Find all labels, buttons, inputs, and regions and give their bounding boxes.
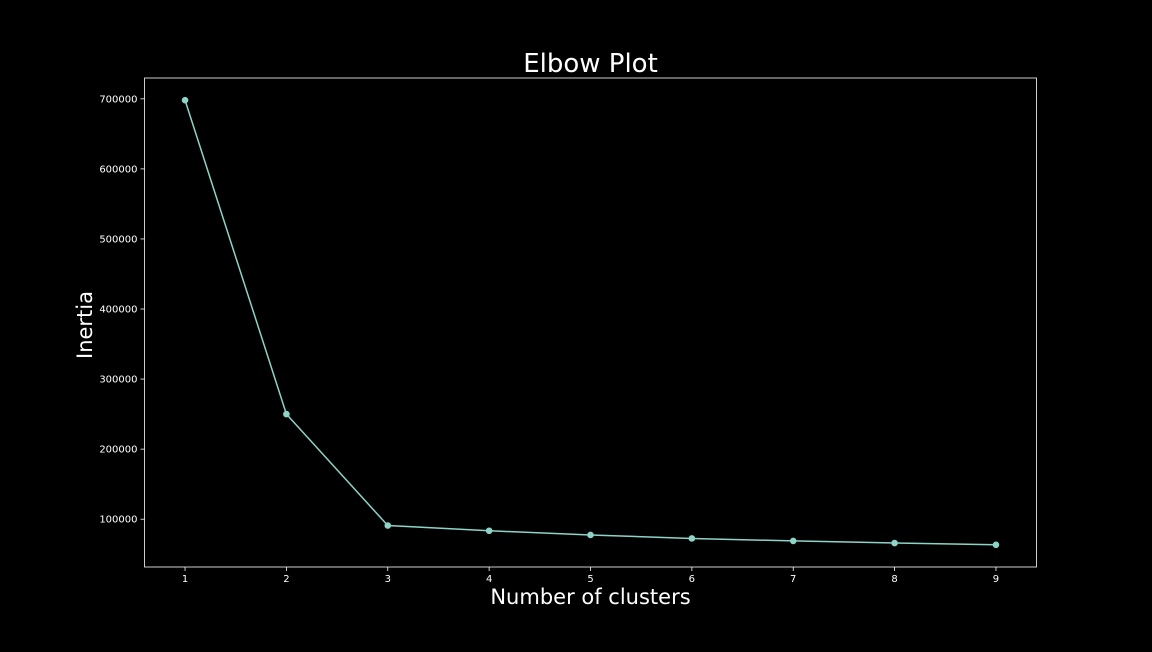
- x-tick-label: 2: [283, 574, 289, 585]
- x-tick-label: 5: [587, 574, 593, 585]
- x-tick-label: 3: [385, 574, 391, 585]
- data-point: [485, 527, 493, 535]
- x-tick-label: 1: [182, 574, 188, 585]
- plot-area: 1 2 3 4 5 6 7 8 9 100000 200000 300000 400000 500000…: [99, 77, 1037, 585]
- y-tick-label: 700000: [99, 94, 137, 105]
- data-point: [587, 531, 594, 539]
- y-tick-label: 400000: [99, 305, 137, 316]
- x-tick-label: 8: [891, 574, 897, 585]
- y-tick-label: 100000: [99, 515, 137, 526]
- data-point: [181, 96, 189, 104]
- data-point: [688, 535, 696, 542]
- y-tick-label: 300000: [99, 375, 137, 386]
- chart-title: Elbow Plot: [523, 49, 658, 79]
- y-tick-label: 200000: [99, 445, 137, 456]
- y-tick-label: 500000: [99, 234, 137, 245]
- x-axis-label: Number of clusters: [490, 585, 690, 609]
- series-group: [181, 96, 1000, 549]
- y-ticks: 100000 200000 300000 400000 500000 600000 7000…: [99, 94, 145, 526]
- x-tick-label: 7: [790, 574, 796, 585]
- y-axis-label: Inertia: [73, 291, 97, 359]
- data-point: [891, 539, 898, 547]
- data-point: [384, 522, 392, 529]
- x-ticks: 1 2 3 4 5 6 7 8 9: [182, 567, 999, 585]
- x-tick-label: 9: [993, 574, 999, 585]
- x-tick-label: 4: [486, 574, 492, 585]
- data-point: [283, 410, 290, 418]
- data-point: [789, 537, 797, 545]
- x-tick-label: 6: [689, 574, 695, 585]
- data-point: [992, 541, 1000, 549]
- y-tick-label: 600000: [99, 164, 137, 175]
